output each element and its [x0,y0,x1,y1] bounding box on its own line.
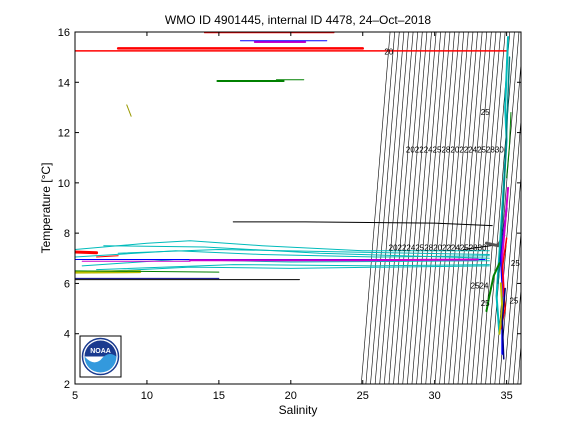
contour-label: 25 [511,259,520,268]
density-contour-line [384,32,414,384]
density-contour-line [522,32,551,384]
x-tick-label: 35 [500,390,512,402]
density-contour-line [397,32,428,384]
chart-title: WMO ID 4901445, internal ID 4478, 24–Oct… [165,13,431,27]
profile-series-line [88,265,490,273]
noaa-logo: NOAA [79,335,122,378]
density-contour-line [416,32,446,384]
density-contour-line [489,32,520,384]
y-tick-label: 4 [64,329,70,341]
density-contour-line [443,32,474,384]
profile-series-line [498,282,504,335]
profile-series-line [96,264,490,271]
profile-series-line [96,255,119,258]
profile-series-line [75,250,99,255]
density-contour-line [512,285,521,384]
density-contour-line [411,32,442,384]
density-contour-line [420,32,451,384]
profile-series-line [75,270,220,273]
density-contour-line [462,32,492,384]
y-axis-label: Temperature [°C] [39,163,53,254]
x-tick-label: 15 [213,390,225,402]
density-contour-line [374,32,405,384]
profile-series-line [189,258,479,262]
y-tick-label: 6 [64,278,70,290]
axis-ticks: 5 10 15 20 25 30 35 2 4 6 8 10 12 14 16 [58,27,521,402]
density-contour-line [457,32,488,384]
profile-series-line [126,104,132,117]
density-contour-line [430,32,460,384]
density-contour-line [485,32,515,384]
contour-label: 25 [509,297,518,306]
contour-label: 2022242528202224252830 [406,146,504,155]
density-contour-line [453,32,483,384]
x-tick-label: 20 [285,390,297,402]
profile-series-line [501,287,506,360]
x-tick-label: 10 [141,390,153,402]
y-tick-label: 10 [58,178,70,190]
density-contour-line [402,32,432,384]
y-tick-label: 16 [58,27,70,39]
density-contour-line [365,32,395,384]
x-tick-label: 5 [72,390,78,402]
density-contour-line [370,32,400,384]
profile-series-line [117,248,490,256]
density-contour-line [439,32,469,384]
density-contour-line [466,32,497,384]
density-contour-line [379,32,409,384]
contour-label: 2022242528202224252830 [389,244,487,253]
profile-series-line [75,240,490,252]
density-contours [361,32,551,384]
density-contour-line [517,341,521,384]
density-contour-line [388,32,418,384]
x-axis-label: Salinity [279,403,318,417]
density-contour-line [393,32,423,384]
contour-label: 2524 [471,281,489,290]
contour-label: 25 [481,108,490,117]
x-tick-label: 25 [357,390,369,402]
contour-label: 20 [384,48,393,57]
density-contour-line [361,32,391,384]
density-contour-line [425,32,455,384]
density-contour-line [434,32,465,384]
contour-labels: 2022242528202224252830 202224252820222425… [384,48,520,308]
profile-series-line [506,111,512,179]
density-contour-line [471,32,501,384]
density-contour-line [448,32,478,384]
contour-label: 25 [481,299,490,308]
x-tick-label: 30 [429,390,441,402]
density-contour-line [508,228,521,384]
density-contour-line [476,32,506,384]
noaa-logo-text: NOAA [90,348,111,355]
density-contour-line [407,32,437,384]
y-tick-label: 12 [58,128,70,140]
plot-frame [74,31,522,385]
density-contour-line [499,116,521,384]
profile-series-line [485,262,501,313]
y-tick-label: 8 [64,228,70,240]
profile-series [75,32,512,360]
profile-series-line [232,221,493,227]
y-tick-label: 2 [64,379,70,391]
density-contour-line [503,172,521,384]
y-tick-label: 14 [58,77,70,89]
